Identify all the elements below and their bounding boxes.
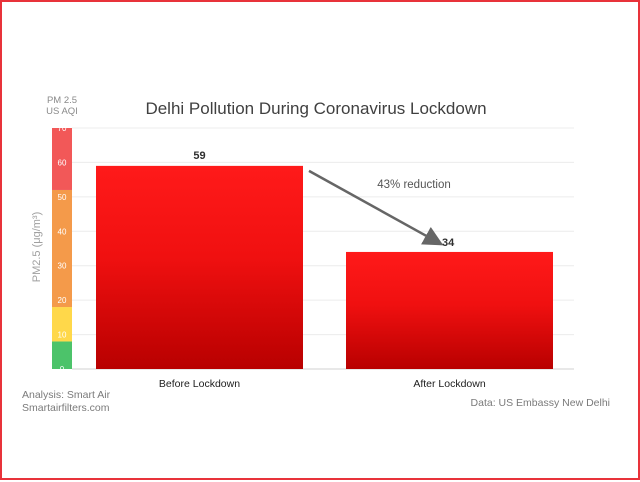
value-label-1: 34 xyxy=(442,237,455,249)
credit-analysis: Analysis: Smart Air xyxy=(22,389,111,401)
bars xyxy=(96,165,553,369)
aqi-band-2 xyxy=(52,189,72,308)
y-tick-0: 0 xyxy=(60,365,65,374)
aqi-header-line2: US AQI xyxy=(46,106,78,117)
category-label-1: After Lockdown xyxy=(413,378,486,390)
y-tick-60: 60 xyxy=(58,158,67,167)
credit-data-source: Data: US Embassy New Delhi xyxy=(471,397,610,409)
chart-title: Delhi Pollution During Coronavirus Lockd… xyxy=(145,99,486,118)
value-labels: 59 34 xyxy=(193,150,455,249)
y-tick-70: 70 xyxy=(58,124,67,133)
reduction-annotation: 43% reduction xyxy=(377,179,451,191)
aqi-header-line1: PM 2.5 xyxy=(47,95,77,106)
bar-after-lockdown xyxy=(346,251,553,369)
aqi-band-1 xyxy=(52,307,72,342)
category-label-0: Before Lockdown xyxy=(159,378,240,390)
y-tick-50: 50 xyxy=(58,193,67,202)
reduction-arrow xyxy=(308,169,444,246)
category-labels: Before Lockdown After Lockdown xyxy=(159,378,486,390)
aqi-color-scale xyxy=(52,128,72,369)
y-tick-40: 40 xyxy=(58,227,67,236)
y-tick-30: 30 xyxy=(58,262,67,271)
y-tick-labels: 0 10 20 30 40 50 60 70 xyxy=(58,124,67,374)
credit-website: Smartairfilters.com xyxy=(22,402,110,414)
value-label-0: 59 xyxy=(193,150,205,162)
aqi-band-0 xyxy=(52,341,72,369)
y-tick-10: 10 xyxy=(58,331,67,340)
bar-before-lockdown xyxy=(96,165,303,369)
y-tick-20: 20 xyxy=(58,296,67,305)
y-axis-label: PM2.5 (μg/m³) xyxy=(31,212,43,283)
aqi-band-3 xyxy=(52,128,72,190)
